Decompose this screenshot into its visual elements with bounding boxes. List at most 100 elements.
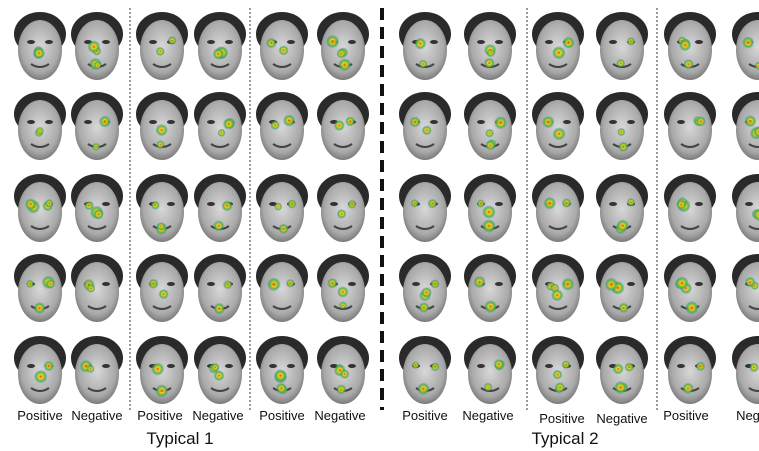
face-image [596,254,648,322]
gaze-heat [561,278,574,291]
eye [430,120,438,124]
gaze-heat [213,220,224,231]
eye [627,120,635,124]
eye [348,40,356,44]
column-label: Positive [259,408,305,423]
face-image [71,12,123,80]
face-image [256,174,308,242]
gaze-heat [683,59,694,70]
gaze-heat [222,200,233,211]
gaze-heat [551,289,564,302]
gaze-heat [562,37,574,49]
gaze-heat [274,202,283,211]
column-label: Positive [17,408,63,423]
eye [149,120,157,124]
gaze-heat [742,36,754,48]
face-image [732,254,759,322]
gaze-heat [614,381,627,394]
gaze-heat [25,198,37,210]
face-image [596,12,648,80]
gaze-heat [93,209,104,220]
gaze-heat [168,36,177,45]
gaze-heat [267,277,281,291]
face-image [532,336,584,404]
eye [167,202,175,206]
gaze-heat [618,303,628,313]
face-image [71,336,123,404]
face [668,182,712,242]
eye [27,120,35,124]
face-image [596,336,648,404]
face-image [194,12,246,80]
gaze-heat [43,361,54,372]
gaze-heat [749,362,759,372]
gaze-heat [86,365,94,373]
face-image [317,174,369,242]
eye [167,282,175,286]
eye [102,40,110,44]
face-image [317,92,369,160]
eye [287,40,295,44]
gaze-heat [213,48,224,59]
gaze-heat [347,200,356,209]
eye [412,282,420,286]
column-label: Negative [192,408,243,423]
gaze-heat [483,383,492,392]
face-image [136,174,188,242]
gaze-heat [155,124,168,137]
face-image [464,174,516,242]
column-label: Negative [462,408,513,423]
gaze-heat [745,277,756,288]
eye [348,282,356,286]
gaze-heat [409,116,420,127]
eye [677,120,685,124]
gaze-heat [422,125,432,135]
face-image [399,92,451,160]
gaze-heat [494,116,507,129]
column-label: Positive [539,411,585,426]
gaze-heat [604,278,618,292]
gaze-heat [217,129,225,137]
page: Positive Negative Positive Negative Positive… [0,0,759,451]
face-image [256,12,308,80]
face-image [14,92,66,160]
column-label: Positive [663,408,709,423]
gaze-heat [484,58,495,69]
face-image [14,12,66,80]
eye [430,40,438,44]
face [198,182,242,242]
face [75,344,119,404]
gaze-heat [427,199,437,209]
gaze-heat [338,58,351,71]
face-grid [14,12,759,404]
eye [545,40,553,44]
eye [207,282,215,286]
eye [745,202,753,206]
eye [495,202,503,206]
eye [207,202,215,206]
face-image [71,254,123,322]
column-label: Negative [596,411,647,426]
gaze-heat [682,383,693,394]
gaze-heat [412,361,420,369]
gaze-heat [431,362,440,371]
face [600,344,644,404]
gaze-heat [417,383,430,396]
column-label: Positive [137,408,183,423]
column-label: Negative [314,408,365,423]
eye [207,40,215,44]
gaze-heat [213,370,224,381]
face-image [194,92,246,160]
gaze-heat [618,142,628,152]
face-image [664,336,716,404]
eye [609,202,617,206]
face-image [464,92,516,160]
gaze-heat [552,127,565,140]
column-label: Negative [71,408,122,423]
gaze-heat [477,199,486,208]
gaze-heat [485,140,495,150]
gaze-heat [84,201,94,211]
gaze-heat [696,116,706,126]
gaze-heat [484,300,497,313]
gaze-heat [283,114,295,126]
